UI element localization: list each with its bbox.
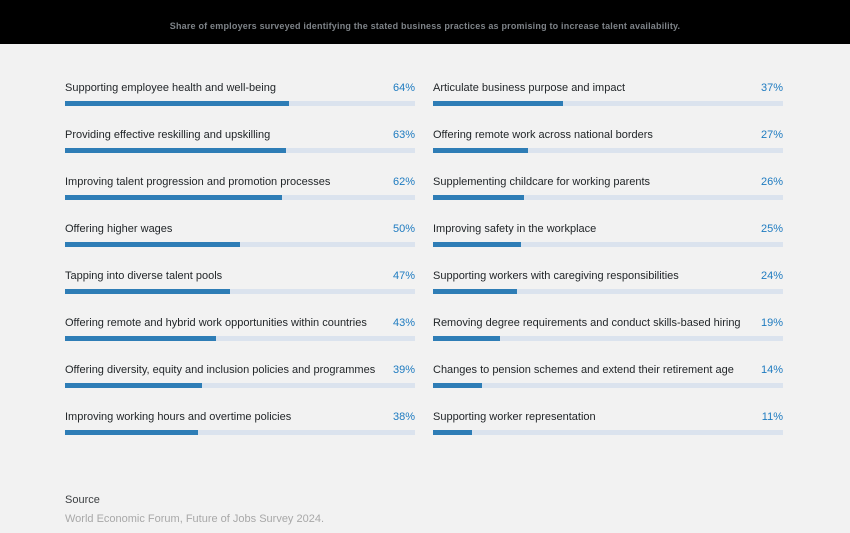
bar-fill bbox=[433, 148, 528, 153]
practice-label: Offering diversity, equity and inclusion… bbox=[65, 364, 376, 376]
source-text: World Economic Forum, Future of Jobs Sur… bbox=[65, 513, 325, 525]
practice-label: Removing degree requirements and conduct… bbox=[433, 317, 741, 329]
practice-value: 19% bbox=[760, 317, 783, 329]
practice-label: Improving safety in the workplace bbox=[433, 223, 597, 235]
practice-row: Supporting worker representation 11% bbox=[433, 411, 783, 458]
practice-row: Improving safety in the workplace 25% bbox=[433, 223, 783, 270]
bar-track bbox=[65, 148, 415, 153]
practice-value: 14% bbox=[760, 364, 783, 376]
bar-track bbox=[65, 289, 415, 294]
practice-row: Improving working hours and overtime pol… bbox=[65, 411, 415, 458]
bar-fill bbox=[65, 336, 216, 341]
practice-value: 62% bbox=[392, 176, 415, 188]
practice-row: Offering higher wages 50% bbox=[65, 223, 415, 270]
bar-track bbox=[433, 289, 783, 294]
practice-row: Supporting workers with caregiving respo… bbox=[433, 270, 783, 317]
practice-value: 25% bbox=[760, 223, 783, 235]
bar-fill bbox=[65, 242, 240, 247]
header-bar: Share of employers surveyed identifying … bbox=[0, 0, 850, 44]
bar-fill bbox=[433, 383, 482, 388]
bar-track bbox=[65, 195, 415, 200]
source-label: Source bbox=[65, 494, 100, 506]
practice-value: 47% bbox=[392, 270, 415, 282]
bar-track bbox=[433, 242, 783, 247]
bar-track bbox=[433, 101, 783, 106]
chart-column-left: Supporting employee health and well-bein… bbox=[65, 82, 415, 458]
source-block: Source World Economic Forum, Future of J… bbox=[0, 458, 850, 525]
practice-row: Improving talent progression and promoti… bbox=[65, 176, 415, 223]
practice-label: Improving talent progression and promoti… bbox=[65, 176, 331, 188]
bar-track bbox=[65, 430, 415, 435]
practice-value: 27% bbox=[760, 129, 783, 141]
practice-row: Articulate business purpose and impact 3… bbox=[433, 82, 783, 129]
bar-fill bbox=[65, 101, 289, 106]
practice-row: Offering remote and hybrid work opportun… bbox=[65, 317, 415, 364]
practice-value: 63% bbox=[392, 129, 415, 141]
bar-fill bbox=[65, 430, 198, 435]
practice-label: Tapping into diverse talent pools bbox=[65, 270, 223, 282]
practice-label: Improving working hours and overtime pol… bbox=[65, 411, 292, 423]
bar-track bbox=[433, 148, 783, 153]
practice-label: Supporting workers with caregiving respo… bbox=[433, 270, 679, 282]
bar-fill bbox=[433, 242, 521, 247]
practice-value: 39% bbox=[392, 364, 415, 376]
practice-value: 38% bbox=[392, 411, 415, 423]
bar-fill bbox=[433, 336, 500, 341]
practice-label: Offering higher wages bbox=[65, 223, 173, 235]
practice-row: Providing effective reskilling and upski… bbox=[65, 129, 415, 176]
bar-fill bbox=[65, 383, 202, 388]
practice-value: 50% bbox=[392, 223, 415, 235]
bar-fill bbox=[433, 195, 524, 200]
practice-row: Tapping into diverse talent pools 47% bbox=[65, 270, 415, 317]
practice-label: Supporting employee health and well-bein… bbox=[65, 82, 276, 94]
bar-track bbox=[433, 336, 783, 341]
practice-row: Removing degree requirements and conduct… bbox=[433, 317, 783, 364]
practice-label: Providing effective reskilling and upski… bbox=[65, 129, 271, 141]
bar-track bbox=[65, 336, 415, 341]
practice-label: Changes to pension schemes and extend th… bbox=[433, 364, 734, 376]
bar-track bbox=[65, 242, 415, 247]
bar-fill bbox=[65, 195, 282, 200]
bar-fill bbox=[65, 148, 286, 153]
bar-chart: Supporting employee health and well-bein… bbox=[0, 44, 850, 458]
practice-row: Supplementing childcare for working pare… bbox=[433, 176, 783, 223]
chart-column-right: Articulate business purpose and impact 3… bbox=[433, 82, 783, 458]
bar-track bbox=[65, 383, 415, 388]
bar-track bbox=[433, 383, 783, 388]
bar-track bbox=[65, 101, 415, 106]
bar-track bbox=[433, 430, 783, 435]
practice-value: 43% bbox=[392, 317, 415, 329]
practice-row: Offering diversity, equity and inclusion… bbox=[65, 364, 415, 411]
practice-value: 26% bbox=[760, 176, 783, 188]
practice-label: Articulate business purpose and impact bbox=[433, 82, 625, 94]
chart-title: Share of employers surveyed identifying … bbox=[169, 21, 681, 31]
practice-label: Offering remote work across national bor… bbox=[433, 129, 653, 141]
practice-label: Supporting worker representation bbox=[433, 411, 596, 423]
bar-fill bbox=[433, 101, 563, 106]
practice-label: Supplementing childcare for working pare… bbox=[433, 176, 651, 188]
practice-value: 64% bbox=[392, 82, 415, 94]
bar-fill bbox=[433, 289, 517, 294]
practice-row: Offering remote work across national bor… bbox=[433, 129, 783, 176]
bar-fill bbox=[433, 430, 472, 435]
practice-value: 24% bbox=[760, 270, 783, 282]
practice-row: Supporting employee health and well-bein… bbox=[65, 82, 415, 129]
practice-row: Changes to pension schemes and extend th… bbox=[433, 364, 783, 411]
bar-fill bbox=[65, 289, 230, 294]
practice-value: 37% bbox=[760, 82, 783, 94]
bar-track bbox=[433, 195, 783, 200]
practice-value: 11% bbox=[761, 411, 783, 423]
practice-label: Offering remote and hybrid work opportun… bbox=[65, 317, 367, 329]
